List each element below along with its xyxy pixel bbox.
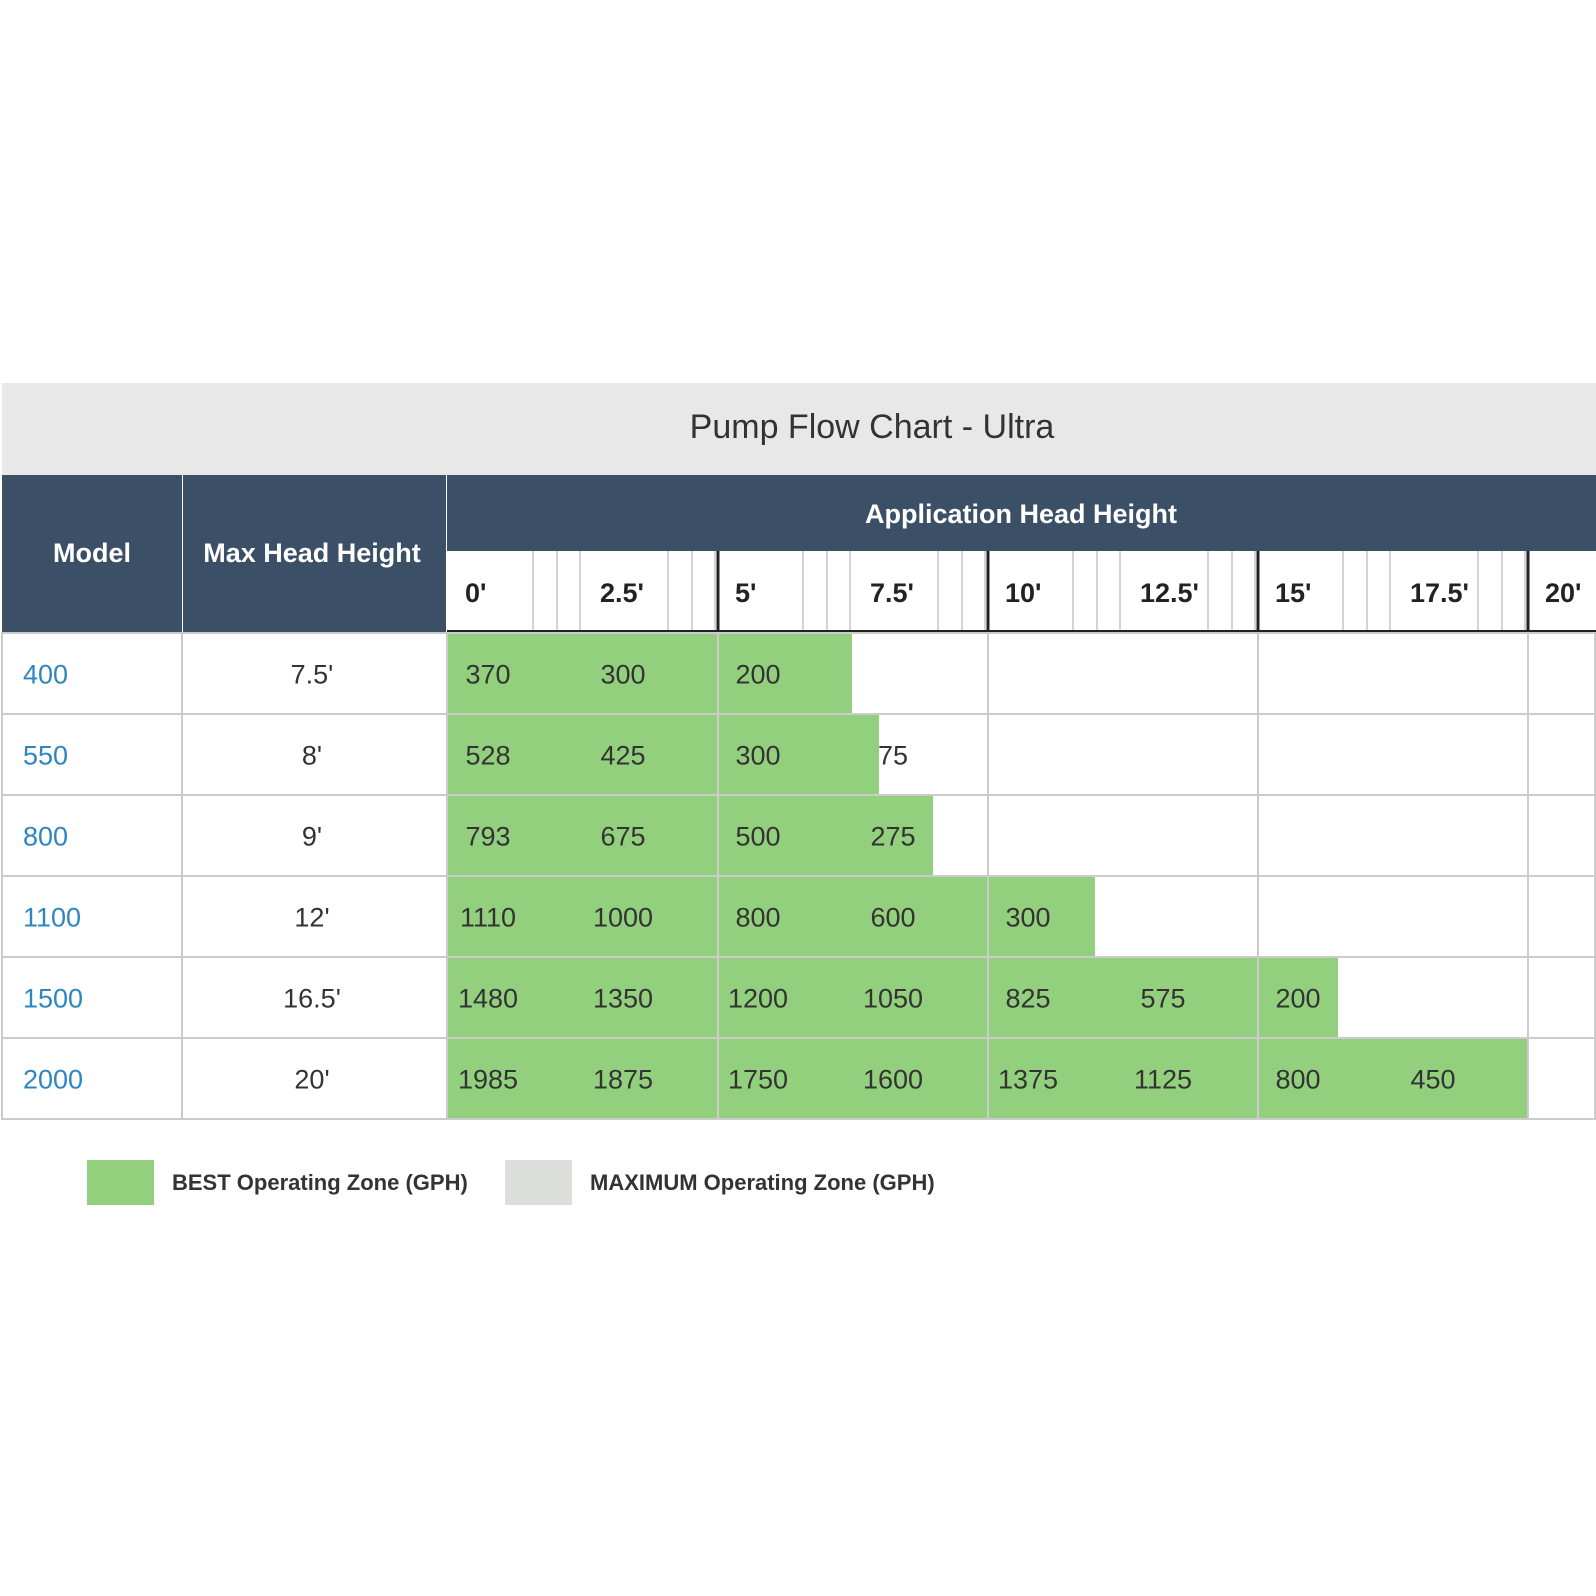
- flow-value-cell: 1985: [458, 1065, 518, 1095]
- model-cell: 2000: [23, 1065, 83, 1095]
- flow-value-cell: 800: [735, 903, 780, 933]
- flow-value-cell: 1000: [593, 903, 653, 933]
- head-height-tick-label: 15': [1275, 578, 1311, 608]
- head-height-tick-label: 10': [1005, 578, 1041, 608]
- chart-title: Pump Flow Chart - Ultra: [690, 408, 1055, 446]
- head-height-tick-label: 2.5': [600, 578, 644, 608]
- flow-value-cell: 1480: [458, 984, 518, 1014]
- column-header-model: Model: [53, 538, 131, 568]
- model-cell: 1500: [23, 984, 83, 1014]
- head-height-tick-label: 12.5': [1140, 578, 1199, 608]
- tick-row-background: [447, 551, 1596, 633]
- head-height-tick-label: 0': [465, 578, 486, 608]
- flow-value-cell: 200: [1275, 984, 1320, 1014]
- head-height-tick-label: 7.5': [870, 578, 914, 608]
- best-zone-bar: [447, 714, 879, 795]
- flow-value-cell: 200: [735, 660, 780, 690]
- legend-swatch-maximum: [505, 1160, 572, 1205]
- flow-value-cell: 600: [870, 903, 915, 933]
- flow-value-cell: 300: [735, 741, 780, 771]
- max-head-cell: 7.5': [291, 660, 334, 690]
- flow-value-cell: 500: [735, 822, 780, 852]
- flow-value-cell: 528: [465, 741, 510, 771]
- flow-value-cell: 1750: [728, 1065, 788, 1095]
- flow-value-cell: 575: [1140, 984, 1185, 1014]
- flow-value-cell: 793: [465, 822, 510, 852]
- flow-value-cell: 300: [600, 660, 645, 690]
- header-max-head-cell: [183, 475, 446, 633]
- header-group-cell: [447, 475, 1596, 551]
- legend-swatch-best: [87, 1160, 154, 1205]
- flow-value-cell: 75: [878, 741, 908, 771]
- flow-value-cell: 800: [1275, 1065, 1320, 1095]
- model-cell: 400: [23, 660, 68, 690]
- flow-value-cell: 1600: [863, 1065, 923, 1095]
- header-model-cell: [2, 475, 182, 633]
- flow-value-cell: 1875: [593, 1065, 653, 1095]
- max-head-cell: 20': [294, 1065, 329, 1095]
- best-zone-bar: [447, 795, 933, 876]
- flow-value-cell: 1200: [728, 984, 788, 1014]
- flow-value-cell: 450: [1410, 1065, 1455, 1095]
- legend-label-maximum: MAXIMUM Operating Zone (GPH): [590, 1170, 935, 1195]
- head-height-tick-label: 5': [735, 578, 756, 608]
- flow-value-cell: 1050: [863, 984, 923, 1014]
- flow-value-cell: 1350: [593, 984, 653, 1014]
- flow-value-cell: 425: [600, 741, 645, 771]
- max-head-cell: 16.5': [283, 984, 341, 1014]
- max-head-cell: 8': [302, 741, 322, 771]
- flow-value-cell: 1375: [998, 1065, 1058, 1095]
- flow-value-cell: 1125: [1134, 1065, 1192, 1095]
- head-height-tick-label: 20': [1545, 578, 1581, 608]
- flow-value-cell: 275: [870, 822, 915, 852]
- best-zone-bar: [447, 633, 852, 714]
- model-cell: 800: [23, 822, 68, 852]
- flow-value-cell: 300: [1005, 903, 1050, 933]
- column-header-application-head: Application Head Height: [865, 499, 1177, 529]
- head-height-tick-label: 17.5': [1410, 578, 1469, 608]
- legend: BEST Operating Zone (GPH) MAXIMUM Operat…: [87, 1160, 935, 1205]
- legend-label-best: BEST Operating Zone (GPH): [172, 1170, 468, 1195]
- flow-value-cell: 370: [465, 660, 510, 690]
- table-border: [1, 632, 1596, 1120]
- best-zone-bar: [447, 957, 1338, 1038]
- table-body: 0' 2.5' 5' 7.5' 10' 12.5' 15' 17.5' 20' 400 7.5' 37…: [1, 551, 1596, 1120]
- title-band: [2, 383, 1596, 475]
- max-head-cell: 9': [302, 822, 322, 852]
- max-head-cell: 12': [294, 903, 329, 933]
- column-header-max-head: Max Head Height: [203, 538, 421, 568]
- flow-value-cell: 675: [600, 822, 645, 852]
- flow-value-cell: 1110: [460, 903, 516, 933]
- model-cell: 550: [23, 741, 68, 771]
- model-cell: 1100: [23, 903, 81, 933]
- flow-value-cell: 825: [1005, 984, 1050, 1014]
